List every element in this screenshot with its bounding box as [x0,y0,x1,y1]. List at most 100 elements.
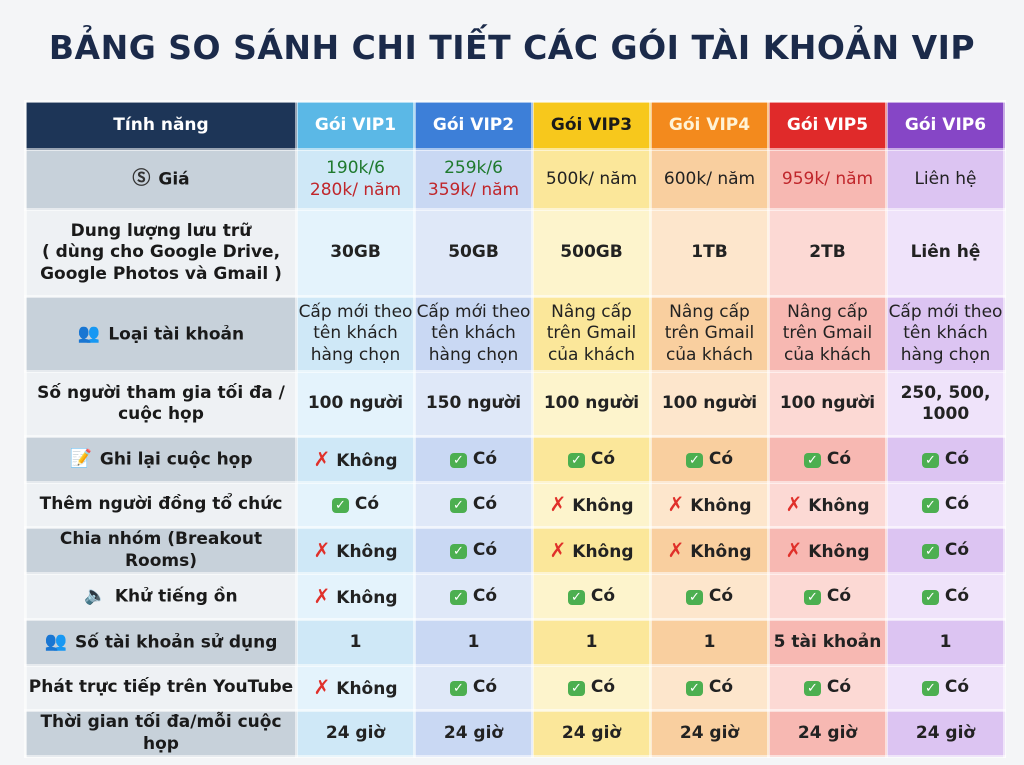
cell-text: 50GB [448,242,499,263]
cell-vip3: ✓Có [531,435,652,484]
cross-status: ✗Không [313,537,398,562]
feature-text: Thêm người đồng tổ chức [39,494,283,515]
cell-vip5: ✓Có [767,435,888,484]
check-status: ✓Có [806,585,852,606]
check-status: ✓Có [452,677,498,698]
plan-header-vip2: Gói VIP2 [413,100,534,151]
cross-status: ✗Không [313,446,398,471]
feature-text: Chia nhóm (Breakout Rooms) [59,529,263,571]
feature-text: Số tài khoản sử dụng [74,632,278,653]
cell-vip4: ✓Có [649,435,770,484]
feature-label: 📝 Ghi lại cuộc họp [24,435,298,484]
check-status: ✓Có [688,585,734,606]
feature-label: Dung lượng lưu trữ ( dùng cho Google Dri… [24,208,298,298]
cell-vip2: Cấp mới theo tên khách hàng chọn [413,295,534,373]
comparison-table: Tính năng Gói VIP1 Gói VIP2 Gói VIP3 Gói VIP… [24,100,1006,758]
table-row: Thời gian tối đa/mỗi cuộc họp 24 giờ 24 gi… [24,709,1006,758]
price-line: 280k/ năm [309,179,402,200]
cell-vip2: ✓Có [413,572,534,621]
cell-vip5: ✗Không [767,526,888,575]
cell-vip5: 24 giờ [767,709,888,758]
check-status: ✓Có [570,448,616,469]
cell-vip1: 1 [295,618,416,667]
cell-vip5: ✓Có [767,572,888,621]
cell-text: 1 [585,631,598,652]
cell-vip3: ✓Có [531,572,652,621]
check-status: ✓Có [688,448,734,469]
cell-vip1: ✗Không [295,435,416,484]
check-status: ✓Có [452,494,498,515]
cell-vip3: 100 người [531,370,652,438]
cell-vip6: ✓Có [885,572,1006,621]
check-status: ✓Có [452,448,498,469]
cell-vip1: ✗Không [295,526,416,575]
cell-text: 1 [467,631,480,652]
cell-vip3: 1 [531,618,652,667]
cell-vip6: ✓Có [885,435,1006,484]
price-line: 600k/ năm [663,168,756,189]
cell-vip4: ✓Có [649,664,770,712]
cell-text: Cấp mới theo tên khách hàng chọn [298,302,413,365]
check-status: ✓Có [924,677,970,698]
cross-status: ✗Không [785,537,870,562]
cell-text: 5 tài khoản [773,631,882,652]
cell-text: Cấp mới theo tên khách hàng chọn [888,302,1003,365]
cell-vip1: ✓Có [295,481,416,529]
feature-text: Số người tham gia tối đa / cuộc họp [37,382,285,424]
speaker-icon: 🔈 [84,585,107,607]
cell-text: 2TB [809,242,846,263]
users-icon: 👥 [77,322,101,344]
check-status: ✓Có [924,448,970,469]
check-status: ✓Có [924,494,970,515]
cell-vip5: Nâng cấp trên Gmail của khách [767,295,888,373]
cell-text: 24 giờ [915,722,976,743]
table-row: Chia nhóm (Breakout Rooms) ✗Không ✓Có ✗Khôn… [24,526,1006,575]
cell-vip4: ✓Có [649,572,770,621]
cell-vip6: ✓Có [885,481,1006,529]
cell-text: Liên hệ [910,242,981,263]
cross-status: ✗Không [549,537,634,562]
cell-vip5: 959k/ năm [767,148,888,211]
cell-vip1: ✗Không [295,572,416,621]
table-row: Số người tham gia tối đa / cuộc họp 100 n… [24,370,1006,438]
cross-status: ✗Không [667,537,752,562]
cell-text: 100 người [543,393,640,414]
cell-text: 30GB [330,242,381,263]
cell-text: 24 giờ [679,722,740,743]
feature-label: 👥 Loại tài khoản [24,295,298,373]
dollar-icon: Ⓢ [132,168,151,190]
cell-vip2: ✓Có [413,526,534,575]
cell-text: 24 giờ [443,722,504,743]
check-status: ✓Có [806,448,852,469]
check-status: ✓Có [688,677,734,698]
cell-vip6: 24 giờ [885,709,1006,758]
feature-label: Thời gian tối đa/mỗi cuộc họp [24,709,298,758]
cell-vip4: ✗Không [649,481,770,529]
cell-text: 24 giờ [325,722,386,743]
cell-vip4: 24 giờ [649,709,770,758]
cell-vip2: ✓Có [413,435,534,484]
feature-text: Loại tài khoản [108,324,245,344]
cell-vip2: 259k/6 359k/ năm [413,148,534,211]
cell-vip3: 500k/ năm [531,148,652,211]
header-row: Tính năng Gói VIP1 Gói VIP2 Gói VIP3 Gói VIP… [24,100,1006,151]
plan-header-vip1: Gói VIP1 [295,100,416,151]
cell-vip6: Liên hệ [885,148,1006,211]
feature-header: Tính năng [24,100,298,151]
feature-text: Ghi lại cuộc họp [99,449,253,470]
cell-vip6: 250, 500, 1000 [885,370,1006,438]
cell-text: Nâng cấp trên Gmail của khách [546,302,637,365]
price-line: 259k/6 [444,158,503,179]
cell-vip6: Cấp mới theo tên khách hàng chọn [885,295,1006,373]
feature-label: Ⓢ Giá [24,148,298,211]
cell-text: 1 [349,631,362,652]
cell-vip2: ✓Có [413,664,534,712]
table-row: 👥 Loại tài khoản Cấp mới theo tên khách hà… [24,295,1006,373]
feature-text: Phát trực tiếp trên YouTube [28,677,294,698]
cell-vip4: 100 người [649,370,770,438]
feature-label: 👥 Số tài khoản sử dụng [24,618,298,667]
feature-label: 🔈 Khử tiếng ồn [24,572,298,621]
feature-text: Giá [158,169,190,190]
price-line: 500k/ năm [545,168,638,189]
page-title: BẢNG SO SÁNH CHI TIẾT CÁC GÓI TÀI KHOẢN … [48,28,976,67]
